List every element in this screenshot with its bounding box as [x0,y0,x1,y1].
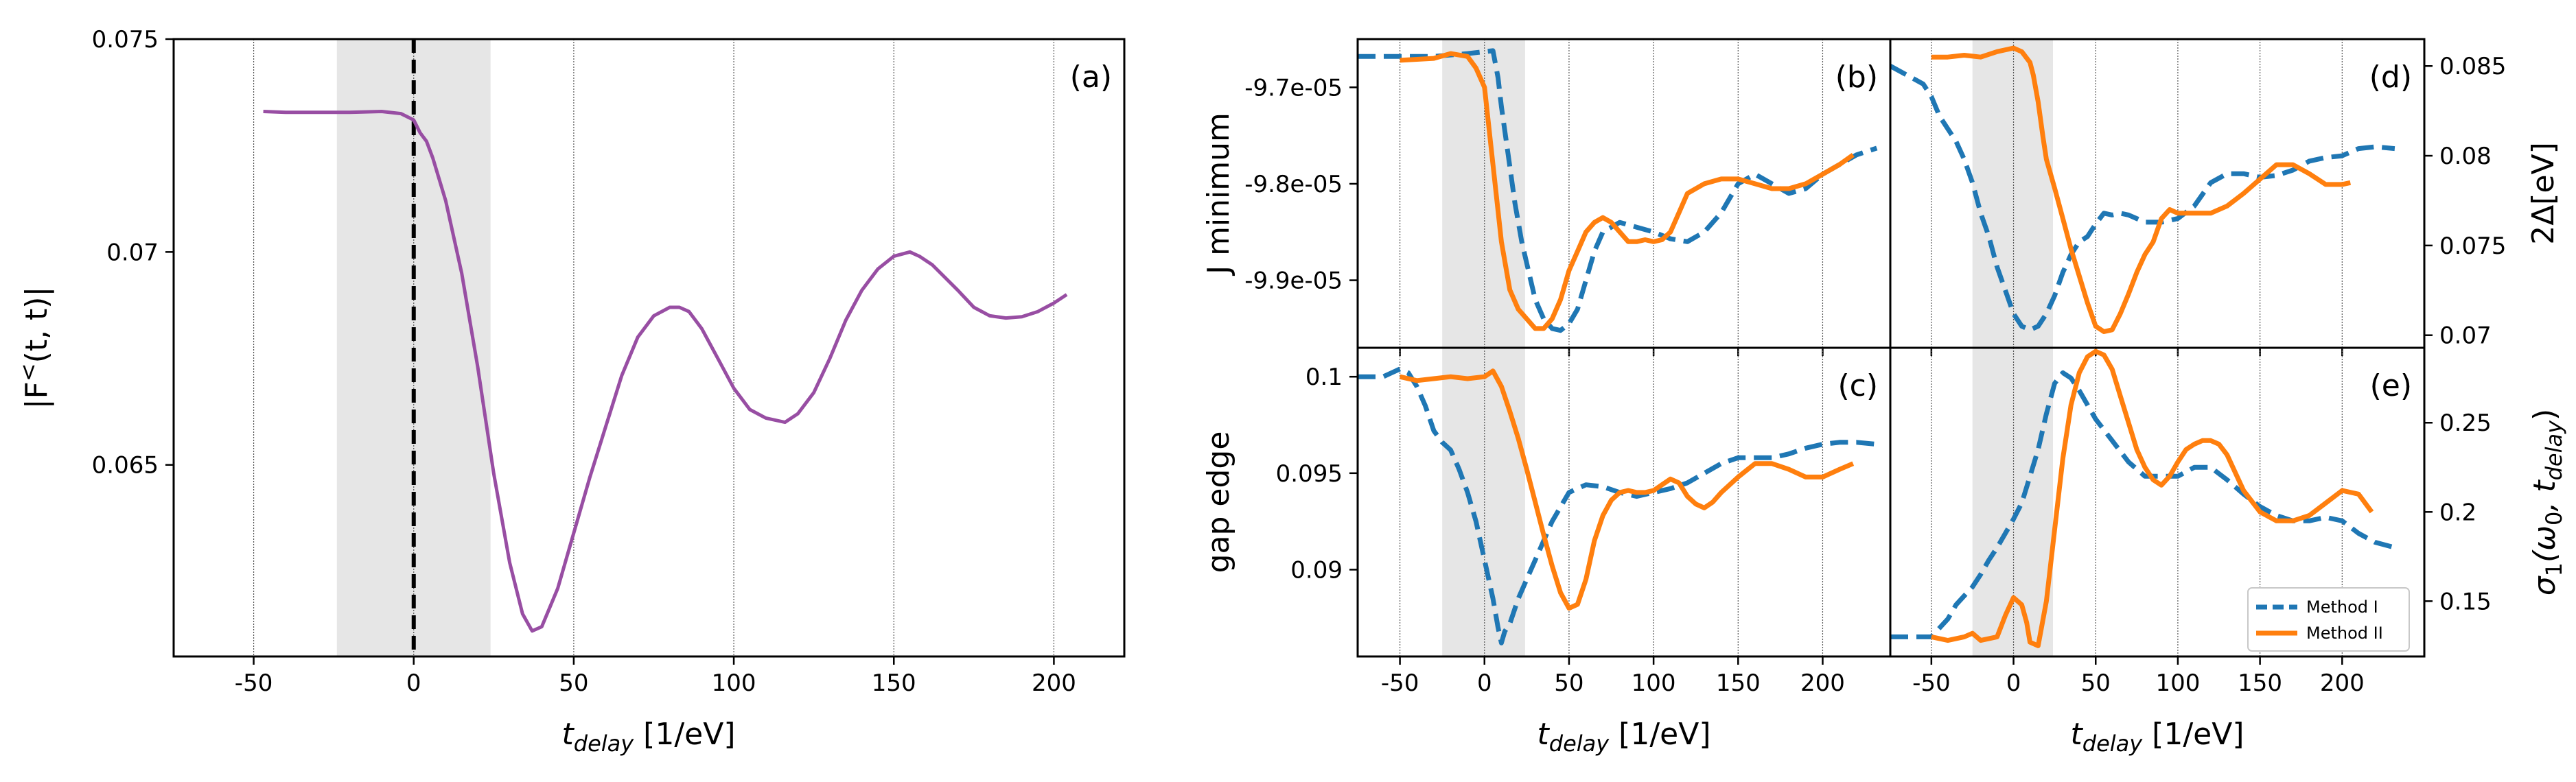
y-tick-label: 0.075 [2439,233,2506,260]
pump-shade [1442,348,1525,656]
x-tick-label: -50 [1381,670,1419,697]
x-tick-label: 50 [2081,670,2111,697]
legend-label-method-ii: Method II [2306,624,2383,643]
x-axis-label-c: tdelay [1/eV] [1537,717,1710,757]
axes-frame [1889,38,2426,349]
x-tick-label: 150 [2238,670,2282,697]
y-axis-label-b: J minimum [1201,112,1236,276]
y-tick-label: 0.15 [2439,588,2492,615]
series-line-method-ii [1931,348,2374,648]
x-tick-label: 200 [1800,670,1845,697]
axes-frame [1356,346,1892,658]
series-line-method-i [1890,370,2395,639]
y-tick-label: 0.07 [2439,322,2492,350]
y-tick-label: 0.25 [2439,410,2492,437]
chart-panel-a: -50 0 50 100 150 200 0.065 0.07 0.075 (a) [92,26,1126,697]
panel-tag: (b) [1835,60,1878,95]
y-tick-label: -9.9e-05 [1244,268,1343,295]
y-tick-label: -9.8e-05 [1244,171,1343,198]
y-tick-label: 0.085 [2439,53,2506,80]
pump-shade [1972,348,2053,656]
y-tick-label: 0.095 [1276,460,1343,488]
y-tick-label: 0.07 [106,239,159,266]
x-tick-label: -50 [235,670,273,697]
series-line-method-ii [1931,45,2352,334]
axes-frame [1889,346,2426,658]
x-tick-label: 0 [2006,670,2021,697]
x-tick-label: 150 [872,670,916,697]
panel-tag: (c) [1837,368,1878,403]
x-tick-label: -50 [1912,670,1951,697]
x-tick-label: 200 [1032,670,1076,697]
panel-tag: (a) [1070,60,1112,95]
x-tick-label: 50 [1554,670,1583,697]
x-tick-label: 50 [559,670,588,697]
y-axis-label-d: 2Δ[eV] [2526,142,2561,245]
x-tick-label: 0 [1477,670,1492,697]
y-tick-label: 0.1 [1306,364,1343,391]
y-tick-label: 0.075 [92,26,159,54]
panel-tag: (d) [2369,60,2412,95]
series-line-f-t-t [263,110,1068,633]
pump-shade [1972,39,2053,348]
chart-panel-e: -50 0 50 100 150 200 0.15 0.2 0.25 (e) [1889,346,2492,697]
chart-panel-c: -50 0 50 100 150 200 0.09 0.095 0.1 (c) [1276,346,1892,697]
y-tick-label: 0.08 [2439,143,2492,170]
series-line-method-i [1358,48,1878,333]
chart-panel-b: -9.9e-05 -9.8e-05 -9.7e-05 (b) [1244,38,1892,356]
x-tick-label: 100 [2155,670,2200,697]
x-axis-label-e: tdelay [1/eV] [2070,717,2244,757]
series-line-method-ii [1400,51,1855,331]
x-tick-label: 100 [1632,670,1676,697]
x-tick-label: 0 [406,670,421,697]
y-axis-label-e: σ1(ω0, tdelay) [2527,409,2567,595]
chart-panel-d: 0.07 0.075 0.08 0.085 (d) [1889,38,2506,356]
x-tick-label: 150 [1716,670,1761,697]
series-line-method-i [1358,366,1877,645]
x-tick-label: 200 [2320,670,2365,697]
axes-frame [172,38,1126,658]
panel-tag: (e) [2370,368,2412,403]
y-tick-label: 0.2 [2439,499,2476,526]
y-tick-label: 0.09 [1290,556,1343,584]
y-tick-label: -9.7e-05 [1244,74,1343,102]
y-axis-label-a: |F<(t, t)| [15,287,54,410]
x-tick-label: 100 [712,670,756,697]
x-axis-label-a: tdelay [1/eV] [561,717,735,757]
legend-label-method-i: Method I [2306,597,2378,617]
series-line-method-i [1890,64,2395,333]
series-line-method-ii [1399,368,1855,611]
axes-frame [1356,38,1892,349]
y-axis-label-c: gap edge [1201,431,1236,573]
legend: Method I Method II [2247,587,2410,652]
y-tick-label: 0.065 [92,452,159,479]
